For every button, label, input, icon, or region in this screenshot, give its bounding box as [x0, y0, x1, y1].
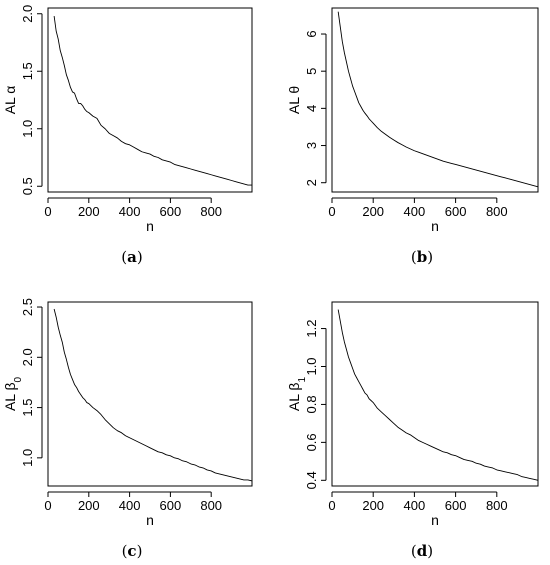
x-tick-label-a-3: 600 — [160, 204, 182, 219]
y-axis-title-subscript-c: 0 — [13, 377, 24, 383]
y-tick-label-d-2: 0.8 — [304, 395, 319, 413]
y-tick-label-a-3: 2.0 — [20, 5, 35, 23]
y-axis-title-a: AL α — [2, 86, 18, 115]
y-tick-label-b-1: 3 — [304, 142, 319, 149]
y-tick-label-d-0: 0.4 — [304, 471, 319, 489]
x-tick-label-b-0: 0 — [328, 204, 335, 219]
y-tick-label-d-4: 1.2 — [304, 320, 319, 338]
y-tick-label-c-1: 1.5 — [20, 399, 35, 417]
chart-panel-b: 0 200 400 600 800 n 2 3 4 5 6 AL θ — [286, 7, 539, 234]
x-tick-label-d-1: 200 — [362, 498, 384, 513]
caption-a: (a) — [121, 248, 142, 266]
y-tick-label-a-1: 1.0 — [20, 120, 35, 138]
caption-c: (c) — [122, 542, 143, 560]
x-tick-label-b-2: 400 — [404, 204, 426, 219]
y-tick-label-b-4: 6 — [304, 30, 319, 37]
y-axis-title-subscript-d: 1 — [297, 377, 308, 383]
series-line-a-0 — [53, 15, 252, 186]
series-line-c-0 — [53, 308, 253, 482]
x-axis-title-d: n — [431, 512, 439, 528]
x-tick-label-c-1: 200 — [78, 498, 100, 513]
x-axis-title-c: n — [146, 512, 154, 528]
y-tick-label-a-2: 1.5 — [20, 62, 35, 80]
plot-frame-c — [47, 301, 253, 487]
y-tick-label-a-0: 0.5 — [20, 177, 35, 195]
caption-b: (b) — [411, 248, 433, 266]
x-axis-title-a: n — [146, 218, 154, 234]
x-tick-label-d-0: 0 — [328, 498, 335, 513]
y-tick-label-b-2: 4 — [304, 105, 319, 112]
x-tick-label-d-4: 800 — [486, 498, 508, 513]
x-tick-label-b-1: 200 — [362, 204, 384, 219]
chart-panel-a: 0 200 400 600 800 n 0.5 1.0 1.5 2.0 AL α — [2, 5, 253, 234]
plot-frame-a — [47, 7, 253, 193]
series-line-b-0 — [337, 11, 539, 188]
x-tick-label-a-0: 0 — [44, 204, 51, 219]
x-tick-label-a-2: 400 — [119, 204, 141, 219]
x-tick-label-a-4: 800 — [200, 204, 222, 219]
x-tick-label-a-1: 200 — [78, 204, 100, 219]
x-tick-label-c-4: 800 — [200, 498, 222, 513]
x-tick-label-c-3: 600 — [160, 498, 182, 513]
y-tick-label-c-0: 1.0 — [20, 449, 35, 467]
y-tick-label-c-3: 2.5 — [20, 298, 35, 316]
x-tick-label-d-3: 600 — [445, 498, 467, 513]
x-tick-label-b-4: 800 — [486, 204, 508, 219]
plot-frame-d — [331, 301, 539, 487]
x-tick-label-d-2: 400 — [404, 498, 426, 513]
x-tick-label-c-2: 400 — [119, 498, 141, 513]
y-tick-label-b-3: 5 — [304, 68, 319, 75]
series-line-d-0 — [337, 309, 539, 481]
x-tick-label-c-0: 0 — [44, 498, 51, 513]
x-axis-title-b: n — [431, 218, 439, 234]
plot-frame-b — [331, 7, 539, 193]
y-tick-label-c-2: 2.0 — [20, 348, 35, 366]
y-tick-label-d-1: 0.6 — [304, 433, 319, 451]
y-tick-label-b-0: 2 — [304, 179, 319, 186]
y-axis-title-b: AL θ — [286, 86, 302, 114]
y-tick-label-d-3: 1.0 — [304, 357, 319, 375]
x-tick-label-b-3: 600 — [445, 204, 467, 219]
caption-d: (d) — [411, 542, 433, 560]
